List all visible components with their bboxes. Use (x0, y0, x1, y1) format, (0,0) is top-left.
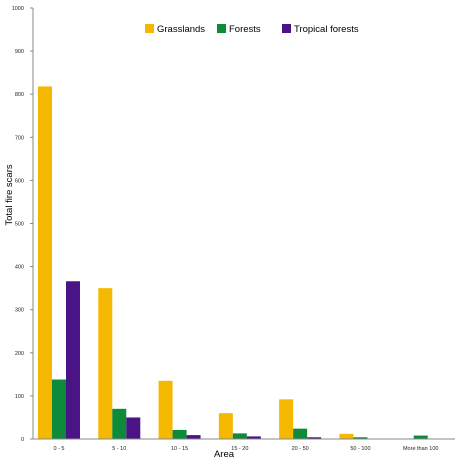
x-tick-label: 50 - 100 (350, 446, 370, 452)
bar-forests (112, 408, 127, 439)
bars (38, 86, 428, 439)
y-tick-label: 300 (15, 308, 24, 314)
y-tick-label: 600 (15, 178, 24, 184)
x-axis-title: Area (214, 449, 235, 460)
y-tick-label: 800 (15, 92, 24, 98)
bar-tropical-forests (246, 436, 261, 439)
x-tick-label: 10 - 15 (171, 446, 188, 452)
x-tick-label: 5 - 10 (112, 446, 126, 452)
bar-forests (293, 428, 308, 439)
y-axis-title: Total fire scars (4, 164, 15, 225)
x-tick-label: 15 - 20 (231, 446, 248, 452)
y-tick-label: 100 (15, 394, 24, 400)
x-tick-labels: 0 - 5 5 - 10 10 - 15 15 - 20 20 - 50 50 - 100… (53, 446, 438, 452)
bar-grasslands (158, 380, 173, 439)
y-tick-label: 1000 (12, 6, 24, 12)
bar-tropical-forests (186, 435, 201, 439)
y-tick-label: 700 (15, 135, 24, 141)
y-tick-labels: 0 100 200 300 400 500 600 700 800 900 1000 (12, 6, 33, 443)
x-tick-label: More than 100 (403, 446, 438, 452)
x-tick-label: 0 - 5 (53, 446, 64, 452)
y-tick-label: 200 (15, 351, 24, 357)
bar-grasslands (339, 433, 354, 439)
legend-label: Grasslands (157, 24, 205, 35)
bar-tropical-forests (307, 437, 322, 439)
legend-label: Forests (229, 24, 261, 35)
bar-forests (353, 437, 368, 439)
bar-grasslands (279, 399, 294, 439)
bar-grasslands (38, 86, 52, 439)
bar-forests (172, 429, 187, 439)
bar-tropical-forests (66, 281, 80, 439)
legend-swatch (282, 24, 291, 33)
legend-swatch (145, 24, 154, 33)
bar-grasslands (98, 288, 113, 439)
x-tick-label: 20 - 50 (292, 446, 309, 452)
bar-grasslands (218, 413, 233, 439)
bar-forests (413, 435, 428, 439)
legend-label: Tropical forests (294, 24, 359, 35)
bar-forests (232, 433, 247, 439)
y-tick-label: 900 (15, 49, 24, 55)
legend-swatch (217, 24, 226, 33)
y-tick-label: 500 (15, 222, 24, 228)
legend: Grasslands Forests Tropical forests (145, 24, 359, 35)
y-tick-label: 400 (15, 265, 24, 271)
bar-forests (52, 379, 66, 439)
bar-tropical-forests (126, 417, 141, 439)
y-tick-label: 0 (21, 437, 24, 443)
